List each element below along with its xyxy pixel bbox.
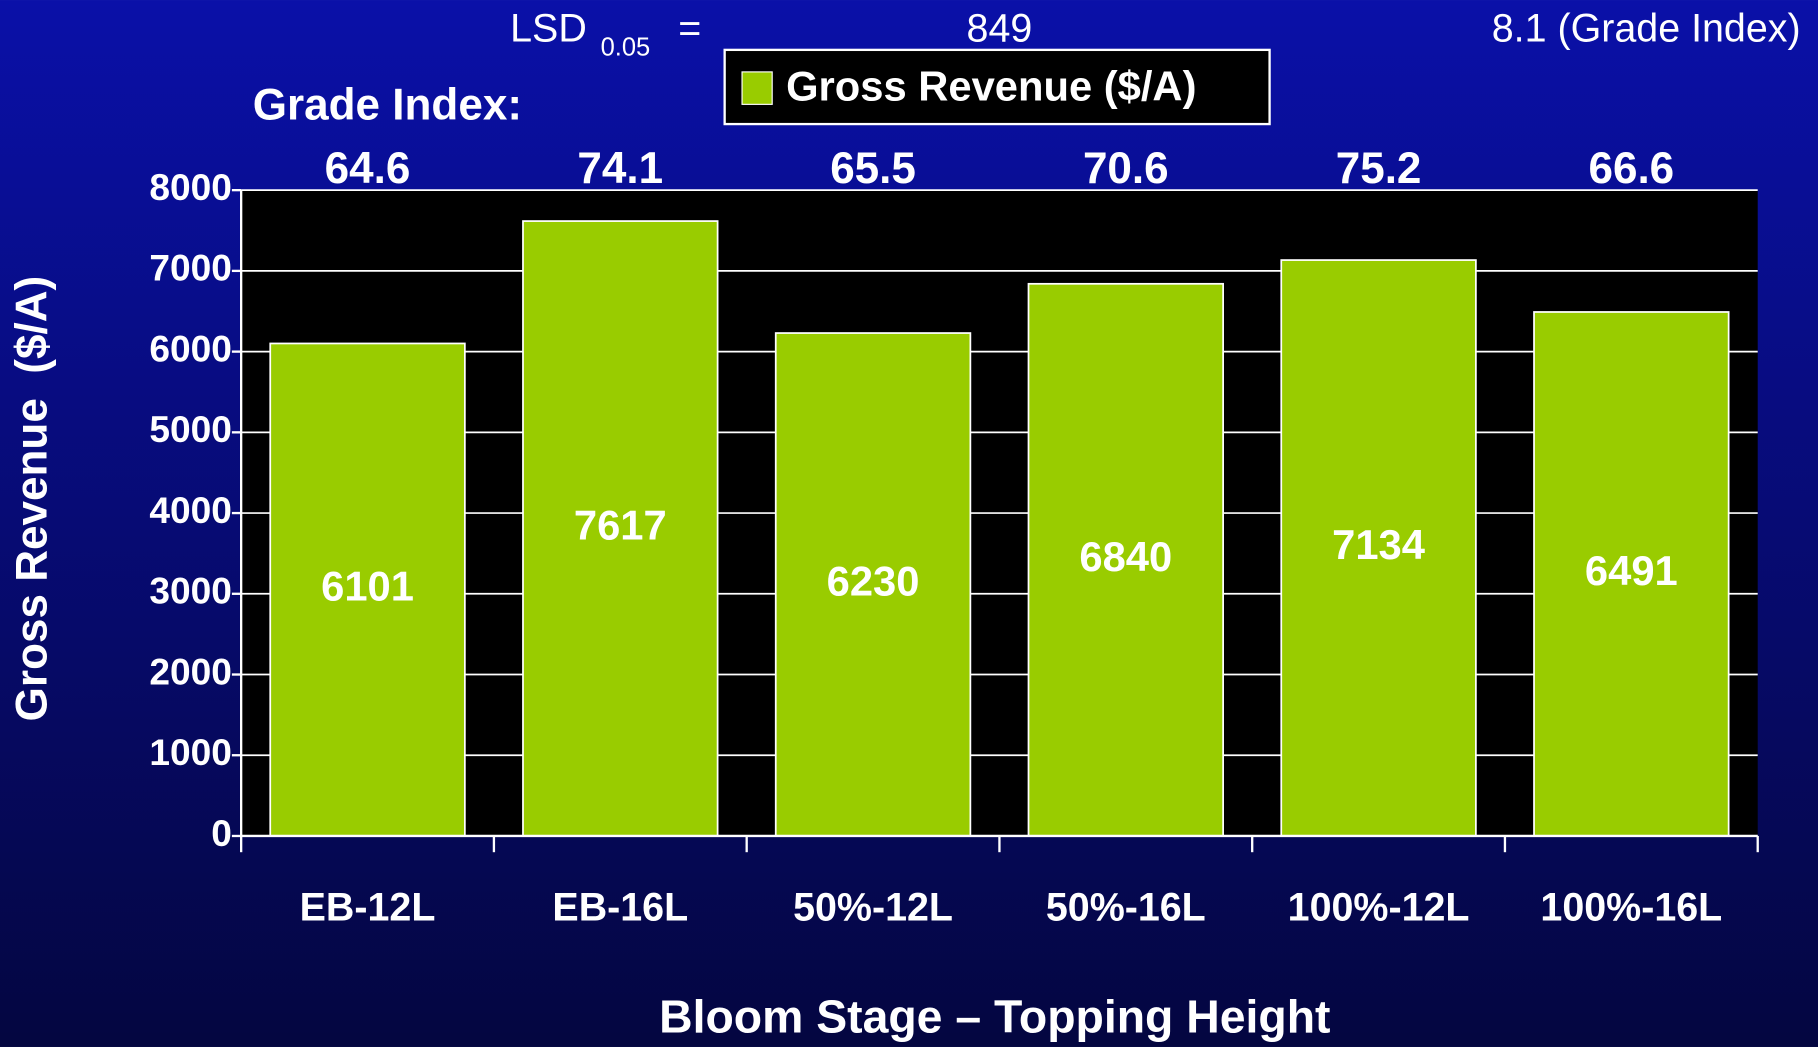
- y-tick-label: 0: [211, 812, 232, 854]
- y-tick-label: 2000: [149, 650, 232, 692]
- grade-index-value: 64.6: [325, 144, 411, 193]
- grade-index-value: 65.5: [830, 144, 916, 193]
- data-label: 6101: [321, 563, 414, 610]
- y-tick-label: 1000: [149, 731, 232, 773]
- grade-index-value: 70.6: [1083, 144, 1169, 193]
- bar: [1027, 282, 1224, 837]
- y-axis-label: Gross Revenue ($/A): [7, 276, 56, 722]
- y-tick-label: 8000: [149, 166, 232, 208]
- grade-index-value: 66.6: [1588, 144, 1674, 193]
- legend-swatch: [741, 71, 773, 105]
- legend-label: Gross Revenue ($/A): [786, 62, 1196, 109]
- legend-box: [723, 48, 1271, 126]
- data-label: 7617: [574, 502, 667, 549]
- grade-index-value: 74.1: [577, 144, 663, 193]
- y-tick-label: 3000: [149, 570, 232, 612]
- x-tick-label: EB-16L: [552, 886, 688, 930]
- y-tick-label: 5000: [149, 408, 232, 450]
- x-tick-label: EB-12L: [300, 886, 436, 930]
- x-tick-label: 50%-16L: [1046, 886, 1206, 930]
- lsd-subscript: 0.05: [601, 33, 651, 61]
- x-tick-label: 50%-12L: [793, 886, 953, 930]
- x-axis-label: Bloom Stage – Topping Height: [659, 991, 1330, 1043]
- y-tick-label: 7000: [149, 247, 232, 289]
- data-label: 6840: [1079, 533, 1172, 580]
- bar: [269, 342, 466, 837]
- bar: [774, 332, 972, 837]
- x-tick-label: 100%-16L: [1540, 886, 1722, 930]
- lsd-revenue: 849: [967, 7, 1033, 51]
- grade-index-label: Grade Index:: [253, 80, 522, 129]
- y-tick-label: 4000: [149, 489, 232, 531]
- x-tick-label: 100%-12L: [1288, 886, 1470, 930]
- bar: [1280, 259, 1477, 837]
- bar: [1533, 311, 1730, 837]
- data-label: 7134: [1332, 521, 1425, 568]
- data-label: 6230: [827, 558, 920, 605]
- lsd-label: LSD: [510, 7, 587, 51]
- lsd-equals: =: [678, 7, 701, 51]
- bar: [522, 220, 719, 837]
- grade-index-value: 75.2: [1336, 144, 1422, 193]
- lsd-grade: 8.1 (Grade Index): [1492, 7, 1801, 51]
- y-tick-label: 6000: [149, 327, 232, 369]
- data-label: 6491: [1585, 547, 1678, 594]
